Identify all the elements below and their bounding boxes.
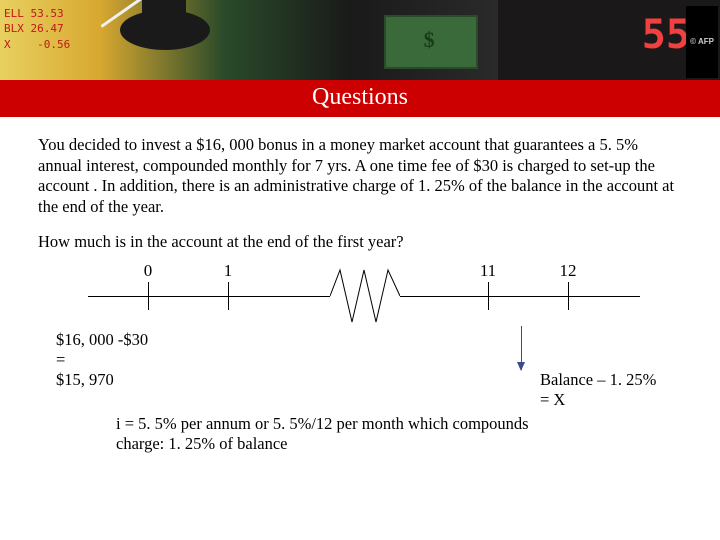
timeline-tick-11 [488, 282, 489, 310]
amount-line-1: $16, 000 -$30 [56, 330, 682, 350]
header-banner: 554 © AFP [0, 0, 720, 80]
rate-notes: i = 5. 5% per annum or 5. 5%/12 per mont… [116, 414, 682, 455]
timeline-tick-1 [228, 282, 229, 310]
title-bar: Questions [0, 80, 720, 117]
timeline-segment-right [400, 296, 640, 297]
question-text: How much is in the account at the end of… [38, 232, 682, 253]
money-graphic [384, 15, 478, 69]
balance-line-1: Balance – 1. 25% [540, 370, 656, 390]
timeline-break-zigzag [330, 268, 400, 324]
banner-digital-display: 554 © AFP [498, 0, 720, 80]
rate-line-1: i = 5. 5% per annum or 5. 5%/12 per mont… [116, 414, 682, 435]
rate-line-2: charge: 1. 25% of balance [116, 434, 682, 455]
timeline-label-12: 12 [560, 260, 577, 281]
calculations-area: $16, 000 -$30 = $15, 970 Balance – 1. 25… [0, 330, 720, 455]
banner-collage-left [0, 0, 498, 80]
timeline-label-11: 11 [480, 260, 496, 281]
arrow-down-icon [521, 326, 522, 370]
content-area: You decided to invest a $16, 000 bonus i… [0, 117, 720, 332]
timeline-label-0: 0 [144, 260, 153, 281]
balance-line-2: = X [540, 390, 656, 410]
balance-calc: Balance – 1. 25% = X [540, 370, 656, 410]
timeline-label-1: 1 [224, 260, 233, 281]
amount-line-2: = [56, 350, 682, 370]
photo-credit: © AFP [686, 6, 718, 78]
problem-statement: You decided to invest a $16, 000 bonus i… [38, 135, 682, 218]
page-title: Questions [312, 84, 408, 110]
timeline-tick-12 [568, 282, 569, 310]
timeline-segment-left [88, 296, 330, 297]
magician-hat-graphic [120, 10, 210, 50]
timeline-tick-0 [148, 282, 149, 310]
timeline-diagram: 0 1 11 12 [48, 262, 688, 332]
